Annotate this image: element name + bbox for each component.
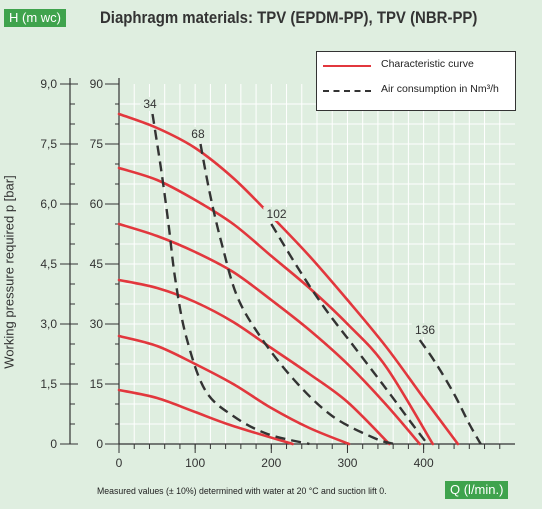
legend-label-characteristic: Characteristic curve [381, 58, 474, 70]
chart-title: Diaphragm materials: TPV (EPDM-PP), TPV … [100, 8, 478, 27]
pressure-tick-label: 7,5 [40, 137, 57, 151]
flow-tick-label: 0 [116, 456, 123, 470]
air-consumption-curve [151, 113, 310, 446]
pressure-tick-label: 0 [50, 437, 57, 451]
air-consumption-curve [199, 143, 396, 446]
air-consumption-label: 102 [267, 207, 287, 221]
characteristic-curve [117, 334, 351, 446]
head-tick-label: 90 [90, 77, 104, 91]
legend-label-air: Air consumption in Nm³/h [381, 83, 499, 95]
head-tick-label: 60 [90, 197, 104, 211]
head-tick-label: 0 [96, 437, 103, 451]
characteristic-curve [117, 278, 391, 446]
legend-dashed-line-swatch [323, 90, 371, 92]
air-consumption-curve [418, 339, 482, 445]
head-tick-label: 45 [90, 257, 104, 271]
head-tick-label: 75 [90, 137, 104, 151]
legend-solid-line-swatch [323, 65, 371, 67]
head-tick-label: 15 [90, 377, 104, 391]
pressure-tick-label: 4,5 [40, 257, 57, 271]
flow-tick-label: 200 [261, 456, 281, 470]
characteristic-curve [117, 112, 460, 446]
air-consumption-label-bg [411, 323, 439, 337]
pressure-tick-label: 6,0 [40, 197, 57, 211]
head-axis-tag: H (m wc) [4, 9, 66, 27]
pressure-tick-label: 1,5 [40, 377, 57, 391]
pressure-axis-label: Working pressure required p [bar] [1, 175, 17, 369]
air-consumption-label-bg [188, 127, 208, 141]
footnote: Measured values (± 10%) determined with … [97, 486, 387, 497]
pressure-tick-label: 3,0 [40, 317, 57, 331]
head-tick-label: 30 [90, 317, 104, 331]
air-consumption-label-bg [263, 207, 290, 221]
flow-axis-tag: Q (l/min.) [445, 481, 509, 499]
air-consumption-label: 68 [191, 127, 205, 141]
legend: Characteristic curve Air consumption in … [316, 51, 516, 111]
pressure-tick-label: 9,0 [40, 77, 57, 91]
air-consumption-curve [270, 223, 429, 445]
characteristic-curve [117, 222, 422, 446]
characteristic-curve [117, 388, 294, 446]
air-consumption-label: 34 [143, 97, 157, 111]
flow-tick-label: 100 [185, 456, 205, 470]
flow-tick-label: 400 [414, 456, 434, 470]
air-consumption-label-bg [140, 97, 160, 111]
characteristic-curve [117, 166, 435, 446]
flow-tick-label: 300 [337, 456, 357, 470]
air-consumption-label: 136 [415, 323, 435, 337]
